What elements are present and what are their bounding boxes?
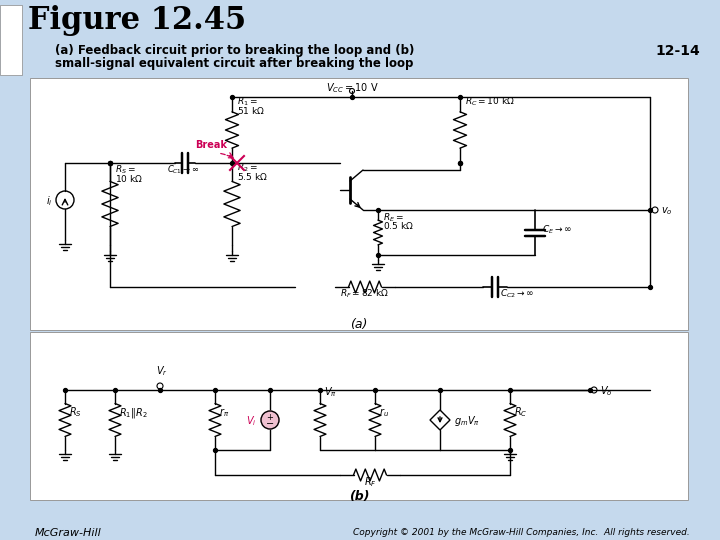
Point	[59, 386, 71, 394]
Text: $R_2 =$: $R_2 =$	[237, 162, 258, 174]
Text: $10\ \mathrm{k}\Omega$: $10\ \mathrm{k}\Omega$	[115, 173, 143, 184]
Point	[210, 386, 221, 394]
Point	[504, 386, 516, 394]
Text: +: +	[266, 413, 274, 422]
Text: small-signal equivalent circuit after breaking the loop: small-signal equivalent circuit after br…	[55, 57, 413, 70]
Point	[154, 386, 166, 394]
Point	[104, 159, 116, 167]
Text: $R_S =$: $R_S =$	[115, 164, 136, 177]
Text: (a): (a)	[351, 318, 368, 331]
Point	[454, 93, 466, 102]
Point	[314, 386, 325, 394]
Text: $R_1\|R_2$: $R_1\|R_2$	[119, 406, 148, 420]
Text: $V_r$: $V_r$	[156, 364, 168, 378]
Text: $0.5\ \mathrm{k}\Omega$: $0.5\ \mathrm{k}\Omega$	[383, 220, 414, 231]
Text: 12-14: 12-14	[655, 44, 700, 58]
Point	[454, 159, 466, 167]
Text: $R_F$: $R_F$	[364, 475, 377, 489]
Text: $R_C = 10\ \mathrm{k}\Omega$: $R_C = 10\ \mathrm{k}\Omega$	[465, 96, 515, 109]
Circle shape	[261, 411, 279, 429]
Text: $V_o$: $V_o$	[600, 384, 613, 398]
Text: $R_F = 82\ \mathrm{k}\Omega$: $R_F = 82\ \mathrm{k}\Omega$	[341, 288, 390, 300]
Point	[104, 159, 116, 167]
FancyBboxPatch shape	[0, 0, 720, 78]
Text: $v_o$: $v_o$	[661, 205, 672, 217]
Text: McGraw-Hill: McGraw-Hill	[35, 528, 102, 538]
Point	[104, 159, 116, 167]
Text: $r_\pi$: $r_\pi$	[219, 406, 229, 419]
Text: (a) Feedback circuit prior to breaking the loop and (b): (a) Feedback circuit prior to breaking t…	[55, 44, 415, 57]
Text: −: −	[266, 418, 274, 429]
Point	[584, 386, 595, 394]
Point	[210, 446, 221, 454]
Text: $C_E \to \infty$: $C_E \to \infty$	[542, 223, 572, 236]
Point	[644, 282, 656, 291]
Point	[434, 386, 446, 394]
Point	[226, 159, 238, 167]
FancyBboxPatch shape	[30, 332, 688, 500]
Text: $V_i$: $V_i$	[246, 414, 257, 428]
Text: Figure 12.45: Figure 12.45	[28, 5, 246, 36]
Point	[644, 206, 656, 214]
FancyBboxPatch shape	[30, 78, 688, 330]
Text: $51\ \mathrm{k}\Omega$: $51\ \mathrm{k}\Omega$	[237, 105, 265, 116]
Text: $C_{C2} \to \infty$: $C_{C2} \to \infty$	[500, 288, 534, 300]
Point	[226, 93, 238, 102]
Text: $R_C$: $R_C$	[514, 405, 528, 419]
Point	[264, 386, 276, 394]
Point	[109, 386, 121, 394]
Text: $V_\pi$: $V_\pi$	[324, 385, 337, 399]
Text: $R_1 =$: $R_1 =$	[237, 96, 258, 109]
Text: Copyright © 2001 by the McGraw-Hill Companies, Inc.  All rights reserved.: Copyright © 2001 by the McGraw-Hill Comp…	[354, 528, 690, 537]
Text: $g_m V_\pi$: $g_m V_\pi$	[454, 414, 480, 428]
FancyBboxPatch shape	[0, 5, 22, 75]
Point	[372, 206, 384, 214]
Text: (b): (b)	[348, 490, 369, 503]
Text: $C_{C1} \to \infty$: $C_{C1} \to \infty$	[167, 163, 199, 176]
Point	[504, 446, 516, 454]
Point	[369, 386, 381, 394]
Text: $i_i$: $i_i$	[47, 194, 53, 208]
Point	[346, 93, 358, 102]
Text: $r_u$: $r_u$	[379, 406, 389, 419]
Text: Break: Break	[195, 140, 227, 150]
Text: $R_S$: $R_S$	[69, 405, 82, 419]
Point	[454, 159, 466, 167]
Text: $R_E =$: $R_E =$	[383, 211, 404, 224]
Point	[372, 251, 384, 259]
Text: $V_{CC} = 10\ \mathrm{V}$: $V_{CC} = 10\ \mathrm{V}$	[325, 81, 378, 95]
Text: $5.5\ \mathrm{k}\Omega$: $5.5\ \mathrm{k}\Omega$	[237, 171, 268, 182]
